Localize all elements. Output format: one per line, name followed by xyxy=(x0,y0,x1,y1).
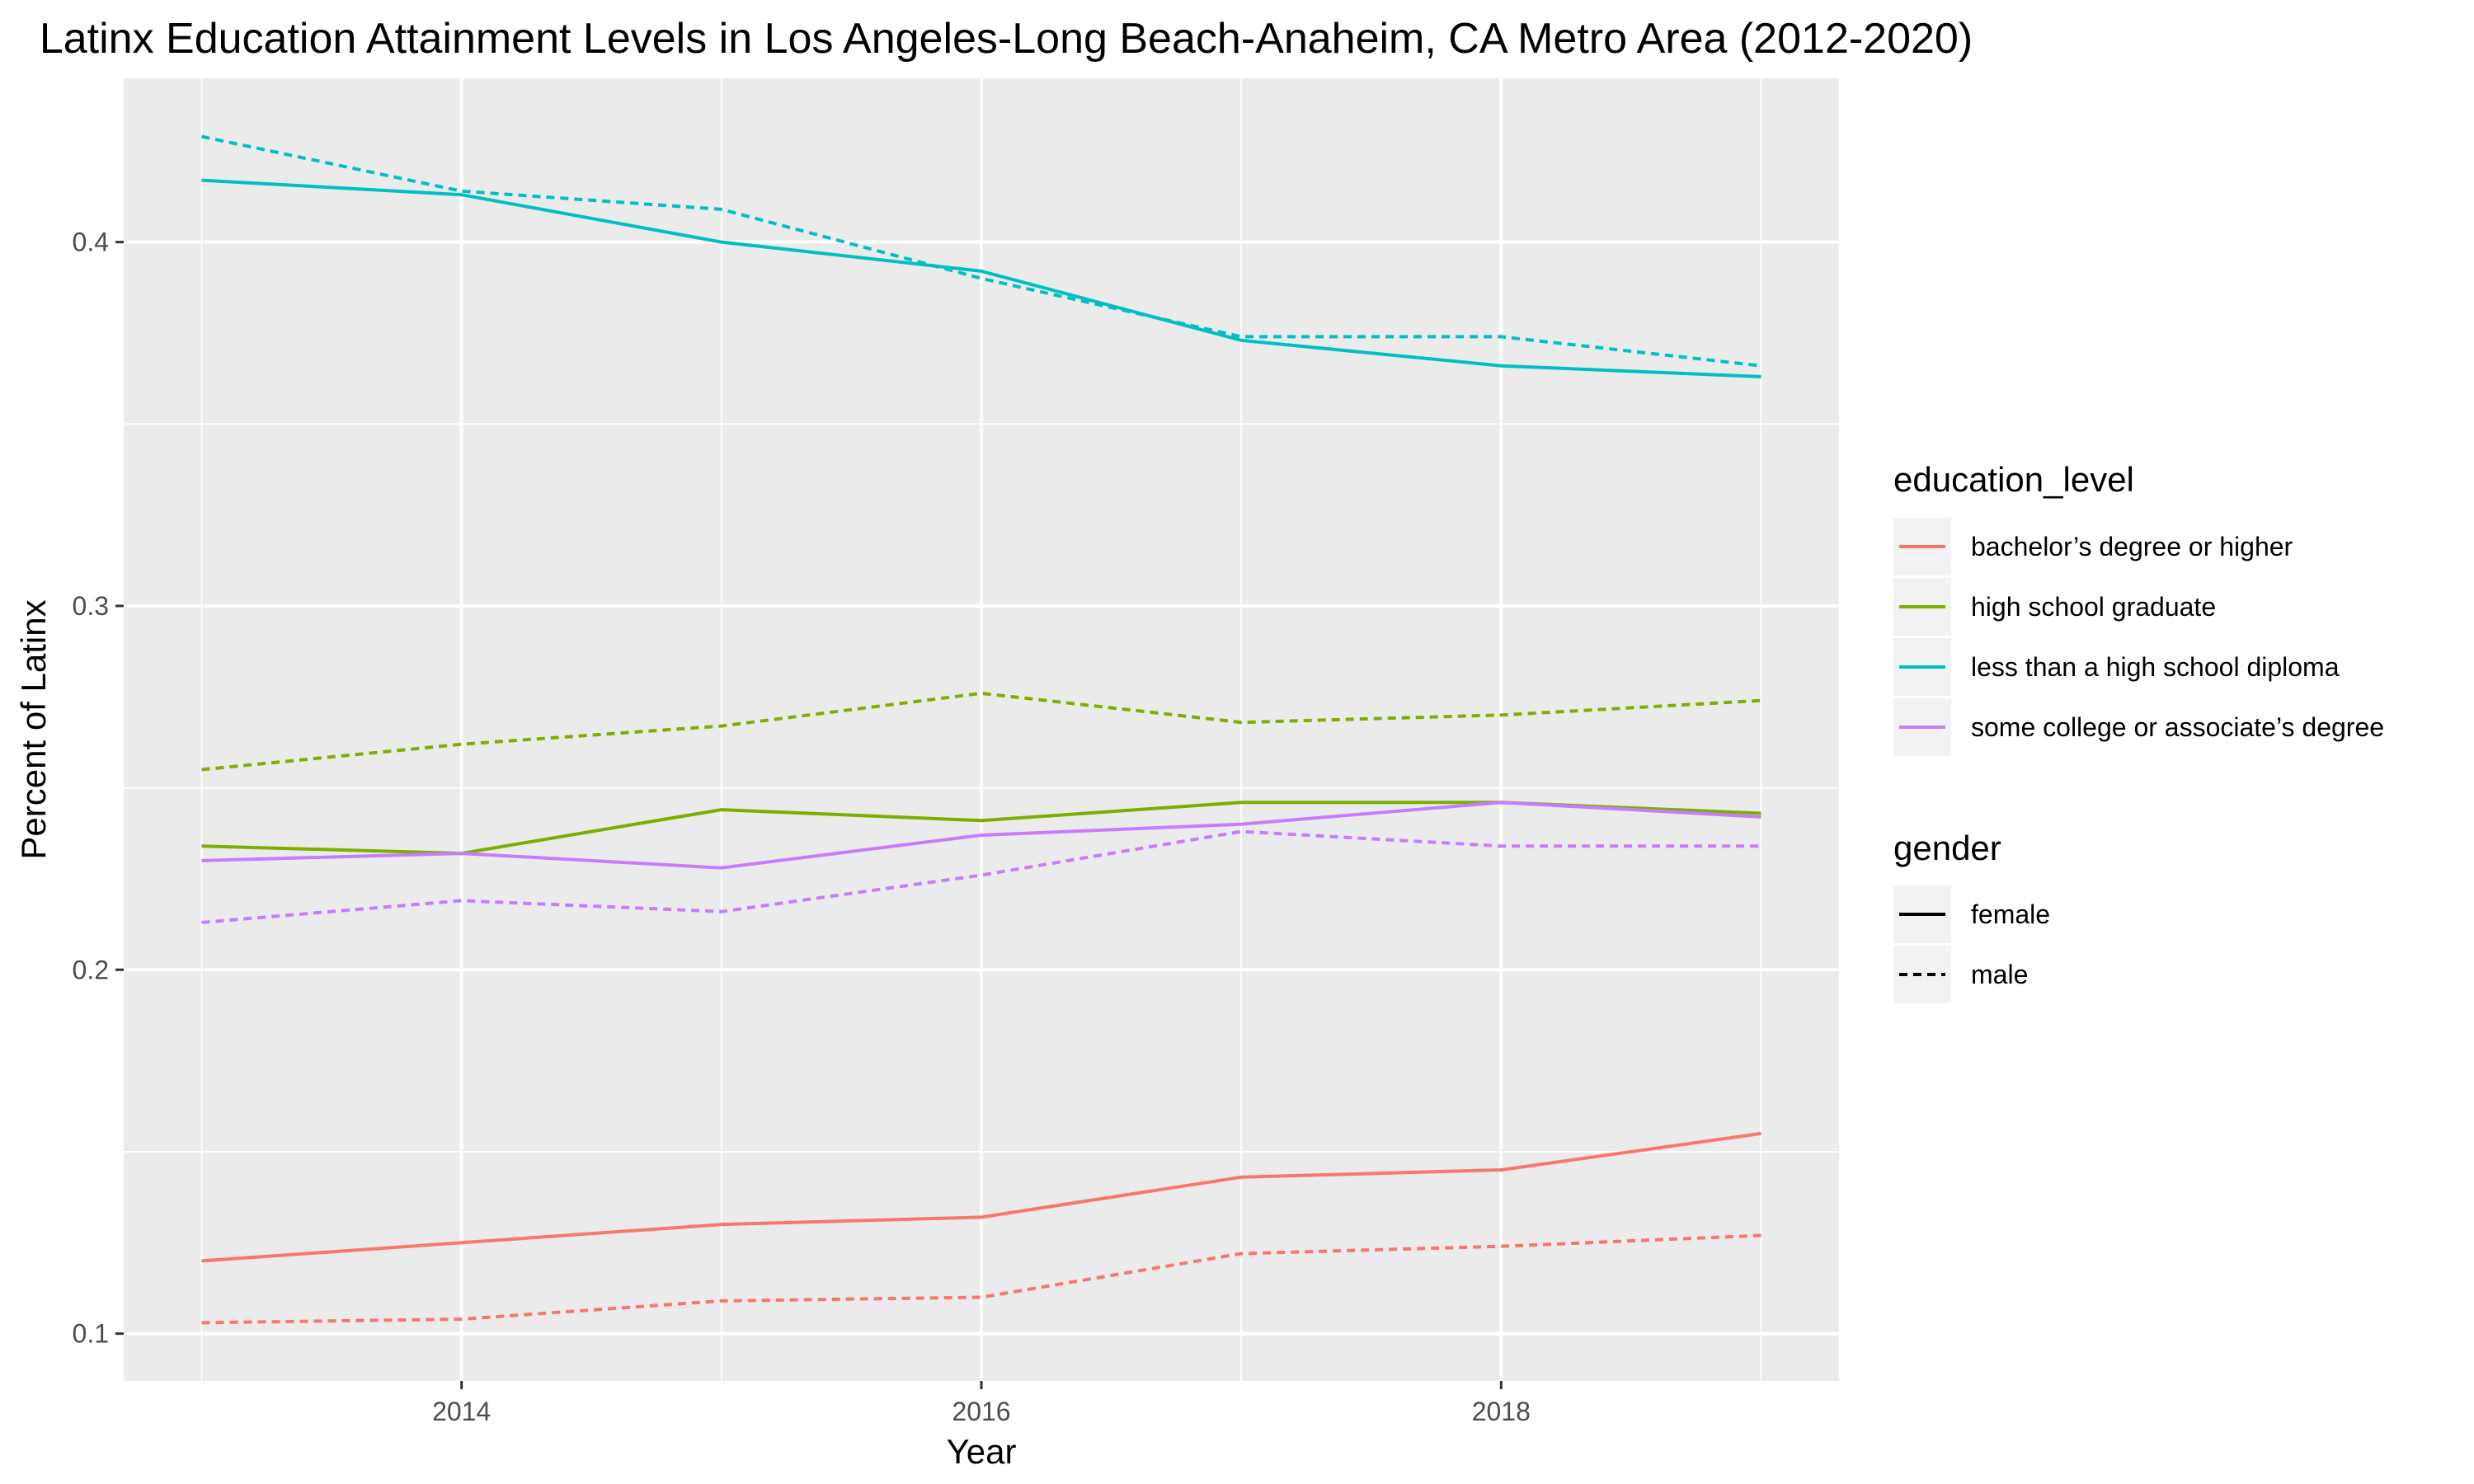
x-tick-label: 2016 xyxy=(952,1397,1010,1426)
legend-label: high school graduate xyxy=(1971,592,2216,622)
legend-title-education-level: education_level xyxy=(1893,460,2134,499)
legend-item-female: female xyxy=(1893,885,2050,943)
legend-title-gender: gender xyxy=(1893,829,2001,867)
grid-major xyxy=(124,78,1839,1381)
legend-label: bachelor’s degree or higher xyxy=(1971,532,2293,561)
x-tick-label: 2014 xyxy=(432,1397,491,1426)
series-layer xyxy=(201,134,1761,1325)
legend-item-less-than-a-high-school-diploma: less than a high school diploma xyxy=(1893,638,2340,696)
series-line-bachelor-s-degree-or-higher-female xyxy=(201,1131,1761,1263)
y-tick-label: 0.2 xyxy=(73,955,109,984)
series-line-some-college-or-associate-s-degree-female xyxy=(201,801,1761,870)
legend-gender: gender female male xyxy=(1893,829,2050,1003)
legend-label: less than a high school diploma xyxy=(1971,652,2340,682)
legend-education-level: education_level bachelor’s degree or hig… xyxy=(1893,460,2384,756)
legend-item-male: male xyxy=(1893,946,2028,1003)
y-tick-label: 0.4 xyxy=(73,228,109,257)
y-tick-label: 0.1 xyxy=(73,1319,109,1349)
series-line-less-than-a-high-school-diploma-male xyxy=(201,134,1761,368)
axis-ticks: 2014 2016 2018 0.1 0.2 0.3 0.4 xyxy=(73,228,1531,1426)
x-tick-label: 2018 xyxy=(1472,1397,1531,1426)
series-line-high-school-graduate-male xyxy=(201,691,1761,772)
legend-label: some college or associate’s degree xyxy=(1971,712,2384,742)
legend-label: female xyxy=(1971,899,2050,929)
legend-label: male xyxy=(1971,960,2028,989)
chart-title: Latinx Education Attainment Levels in Lo… xyxy=(40,15,1973,63)
series-line-bachelor-s-degree-or-higher-male xyxy=(201,1233,1761,1325)
y-tick-label: 0.3 xyxy=(73,591,109,621)
legend-item-bachelor-s-degree-or-higher: bachelor’s degree or higher xyxy=(1893,518,2293,575)
series-line-less-than-a-high-school-diploma-female xyxy=(201,178,1761,378)
x-axis-title: Year xyxy=(947,1432,1017,1471)
y-axis-title: Percent of Latinx xyxy=(14,599,53,859)
series-line-some-college-or-associate-s-degree-male xyxy=(201,829,1761,924)
legend-item-some-college-or-associate-s-degree: some college or associate’s degree xyxy=(1893,698,2384,756)
legend-item-high-school-graduate: high school graduate xyxy=(1893,578,2216,636)
